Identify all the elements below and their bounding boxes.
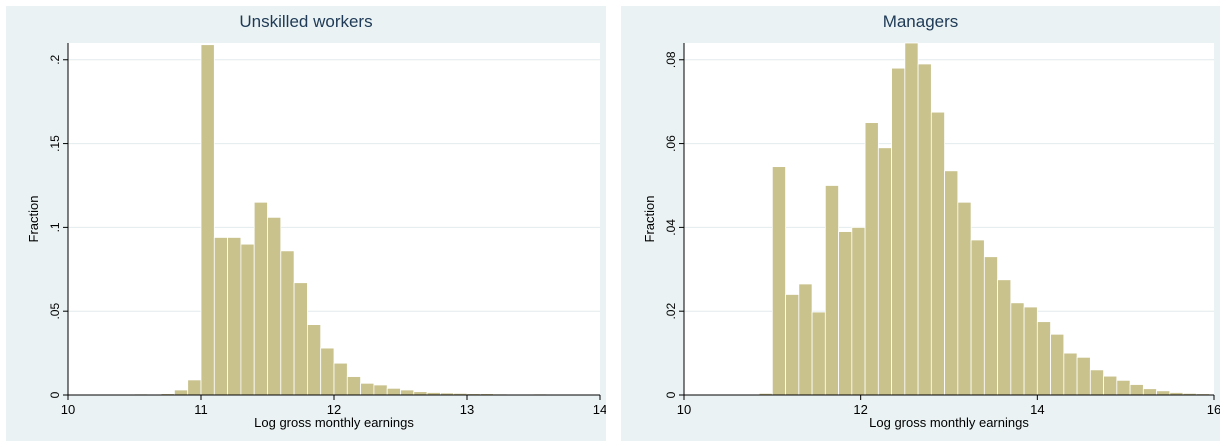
histogram-bar xyxy=(851,226,866,396)
histogram-bar xyxy=(785,294,800,396)
histogram-bar xyxy=(173,389,189,396)
histogram-unskilled-workers: 0 .05 .1 .15 .2 10 11 12 13 14 Log gross monthly e… xyxy=(26,43,606,430)
histogram-bar xyxy=(771,166,786,396)
histogram-bar xyxy=(320,347,335,396)
histogram-bar xyxy=(970,239,985,396)
histogram-bar xyxy=(904,42,919,396)
y-axis-label: Fraction xyxy=(26,196,41,243)
histogram-bar xyxy=(360,382,375,396)
histogram-bar xyxy=(1023,306,1038,396)
x-tick-label: 12 xyxy=(327,402,341,417)
histogram-bar xyxy=(1156,390,1171,396)
chart-title: Unskilled workers xyxy=(239,12,373,31)
histogram-bar xyxy=(824,185,839,396)
y-tick-label: 0 xyxy=(48,391,62,398)
histogram-bar xyxy=(1063,352,1078,396)
histogram-bar xyxy=(944,170,959,396)
y-tick-label: .08 xyxy=(664,51,678,68)
histogram-bar xyxy=(306,324,322,396)
histogram-bar xyxy=(240,243,255,396)
histogram-bar xyxy=(333,362,348,396)
histogram-bar xyxy=(864,122,879,396)
x-tick-label: 10 xyxy=(61,402,75,417)
histogram-bar xyxy=(891,67,906,396)
x-tick-label: 13 xyxy=(460,402,474,417)
histogram-bar xyxy=(1116,379,1131,396)
y-tick-label: .2 xyxy=(48,54,62,64)
histogram-bar xyxy=(838,231,853,396)
histogram-bar xyxy=(1010,302,1025,396)
y-tick-label: .04 xyxy=(664,219,678,236)
histogram-bar xyxy=(811,311,826,396)
histogram-bar xyxy=(1076,356,1091,396)
y-tick-label: .1 xyxy=(48,222,62,232)
x-tick-label: 16 xyxy=(1207,402,1220,417)
histogram-bar xyxy=(1050,333,1065,396)
histogram-bar xyxy=(293,282,308,396)
chart-title: Managers xyxy=(882,12,959,31)
histogram-bar xyxy=(413,391,428,396)
histogram-bar xyxy=(267,216,282,396)
histogram-bar xyxy=(1036,321,1051,396)
histogram-bar xyxy=(1142,388,1157,396)
x-tick-label: 11 xyxy=(194,402,208,417)
histogram-bar xyxy=(280,250,295,396)
histogram-bar xyxy=(917,63,932,396)
y-tick-label: .06 xyxy=(664,135,678,152)
histogram-bar xyxy=(187,379,202,396)
y-tick-label: .02 xyxy=(664,303,678,320)
histogram-bar xyxy=(957,201,972,396)
histogram-bar xyxy=(1129,384,1144,396)
histogram-bar xyxy=(346,376,361,396)
histogram-bar xyxy=(1089,369,1104,396)
histogram-bar xyxy=(386,387,401,396)
histogram-bar xyxy=(253,201,268,396)
histogram-bar xyxy=(200,44,215,396)
y-tick-label: .15 xyxy=(48,135,62,152)
histogram-managers: 0 .02 .04 .06 .08 10 12 14 16 Log gross monthly e… xyxy=(642,42,1220,430)
histogram-bar xyxy=(877,147,892,396)
y-tick-label: .05 xyxy=(48,303,62,320)
plot-area xyxy=(68,43,600,395)
histogram-bar xyxy=(213,237,229,396)
histogram-bar xyxy=(983,256,998,396)
chart-panel-managers: Managers 0 .02 .04 .06 .08 10 12 14 16 Log gross … xyxy=(621,6,1220,441)
x-tick-label: 12 xyxy=(853,402,867,417)
histogram-bar xyxy=(798,283,813,396)
y-axis-label: Fraction xyxy=(642,196,657,243)
x-tick-label: 14 xyxy=(593,402,606,417)
histogram-bar xyxy=(997,279,1012,396)
x-tick-label: 14 xyxy=(1030,402,1044,417)
x-axis-label: Log gross monthly earnings xyxy=(869,415,1029,430)
x-axis-label: Log gross monthly earnings xyxy=(254,415,414,430)
histogram-bar xyxy=(400,389,415,396)
histogram-bar xyxy=(227,237,242,396)
histogram-bar xyxy=(373,384,388,396)
y-tick-label: 0 xyxy=(664,391,678,398)
chart-panel-unskilled-workers: Unskilled workers 0 .05 .1 .15 .2 10 11 12 13 14 L… xyxy=(6,6,606,441)
x-tick-label: 10 xyxy=(677,402,691,417)
histogram-bar xyxy=(930,111,945,396)
histogram-bar xyxy=(1103,375,1118,396)
